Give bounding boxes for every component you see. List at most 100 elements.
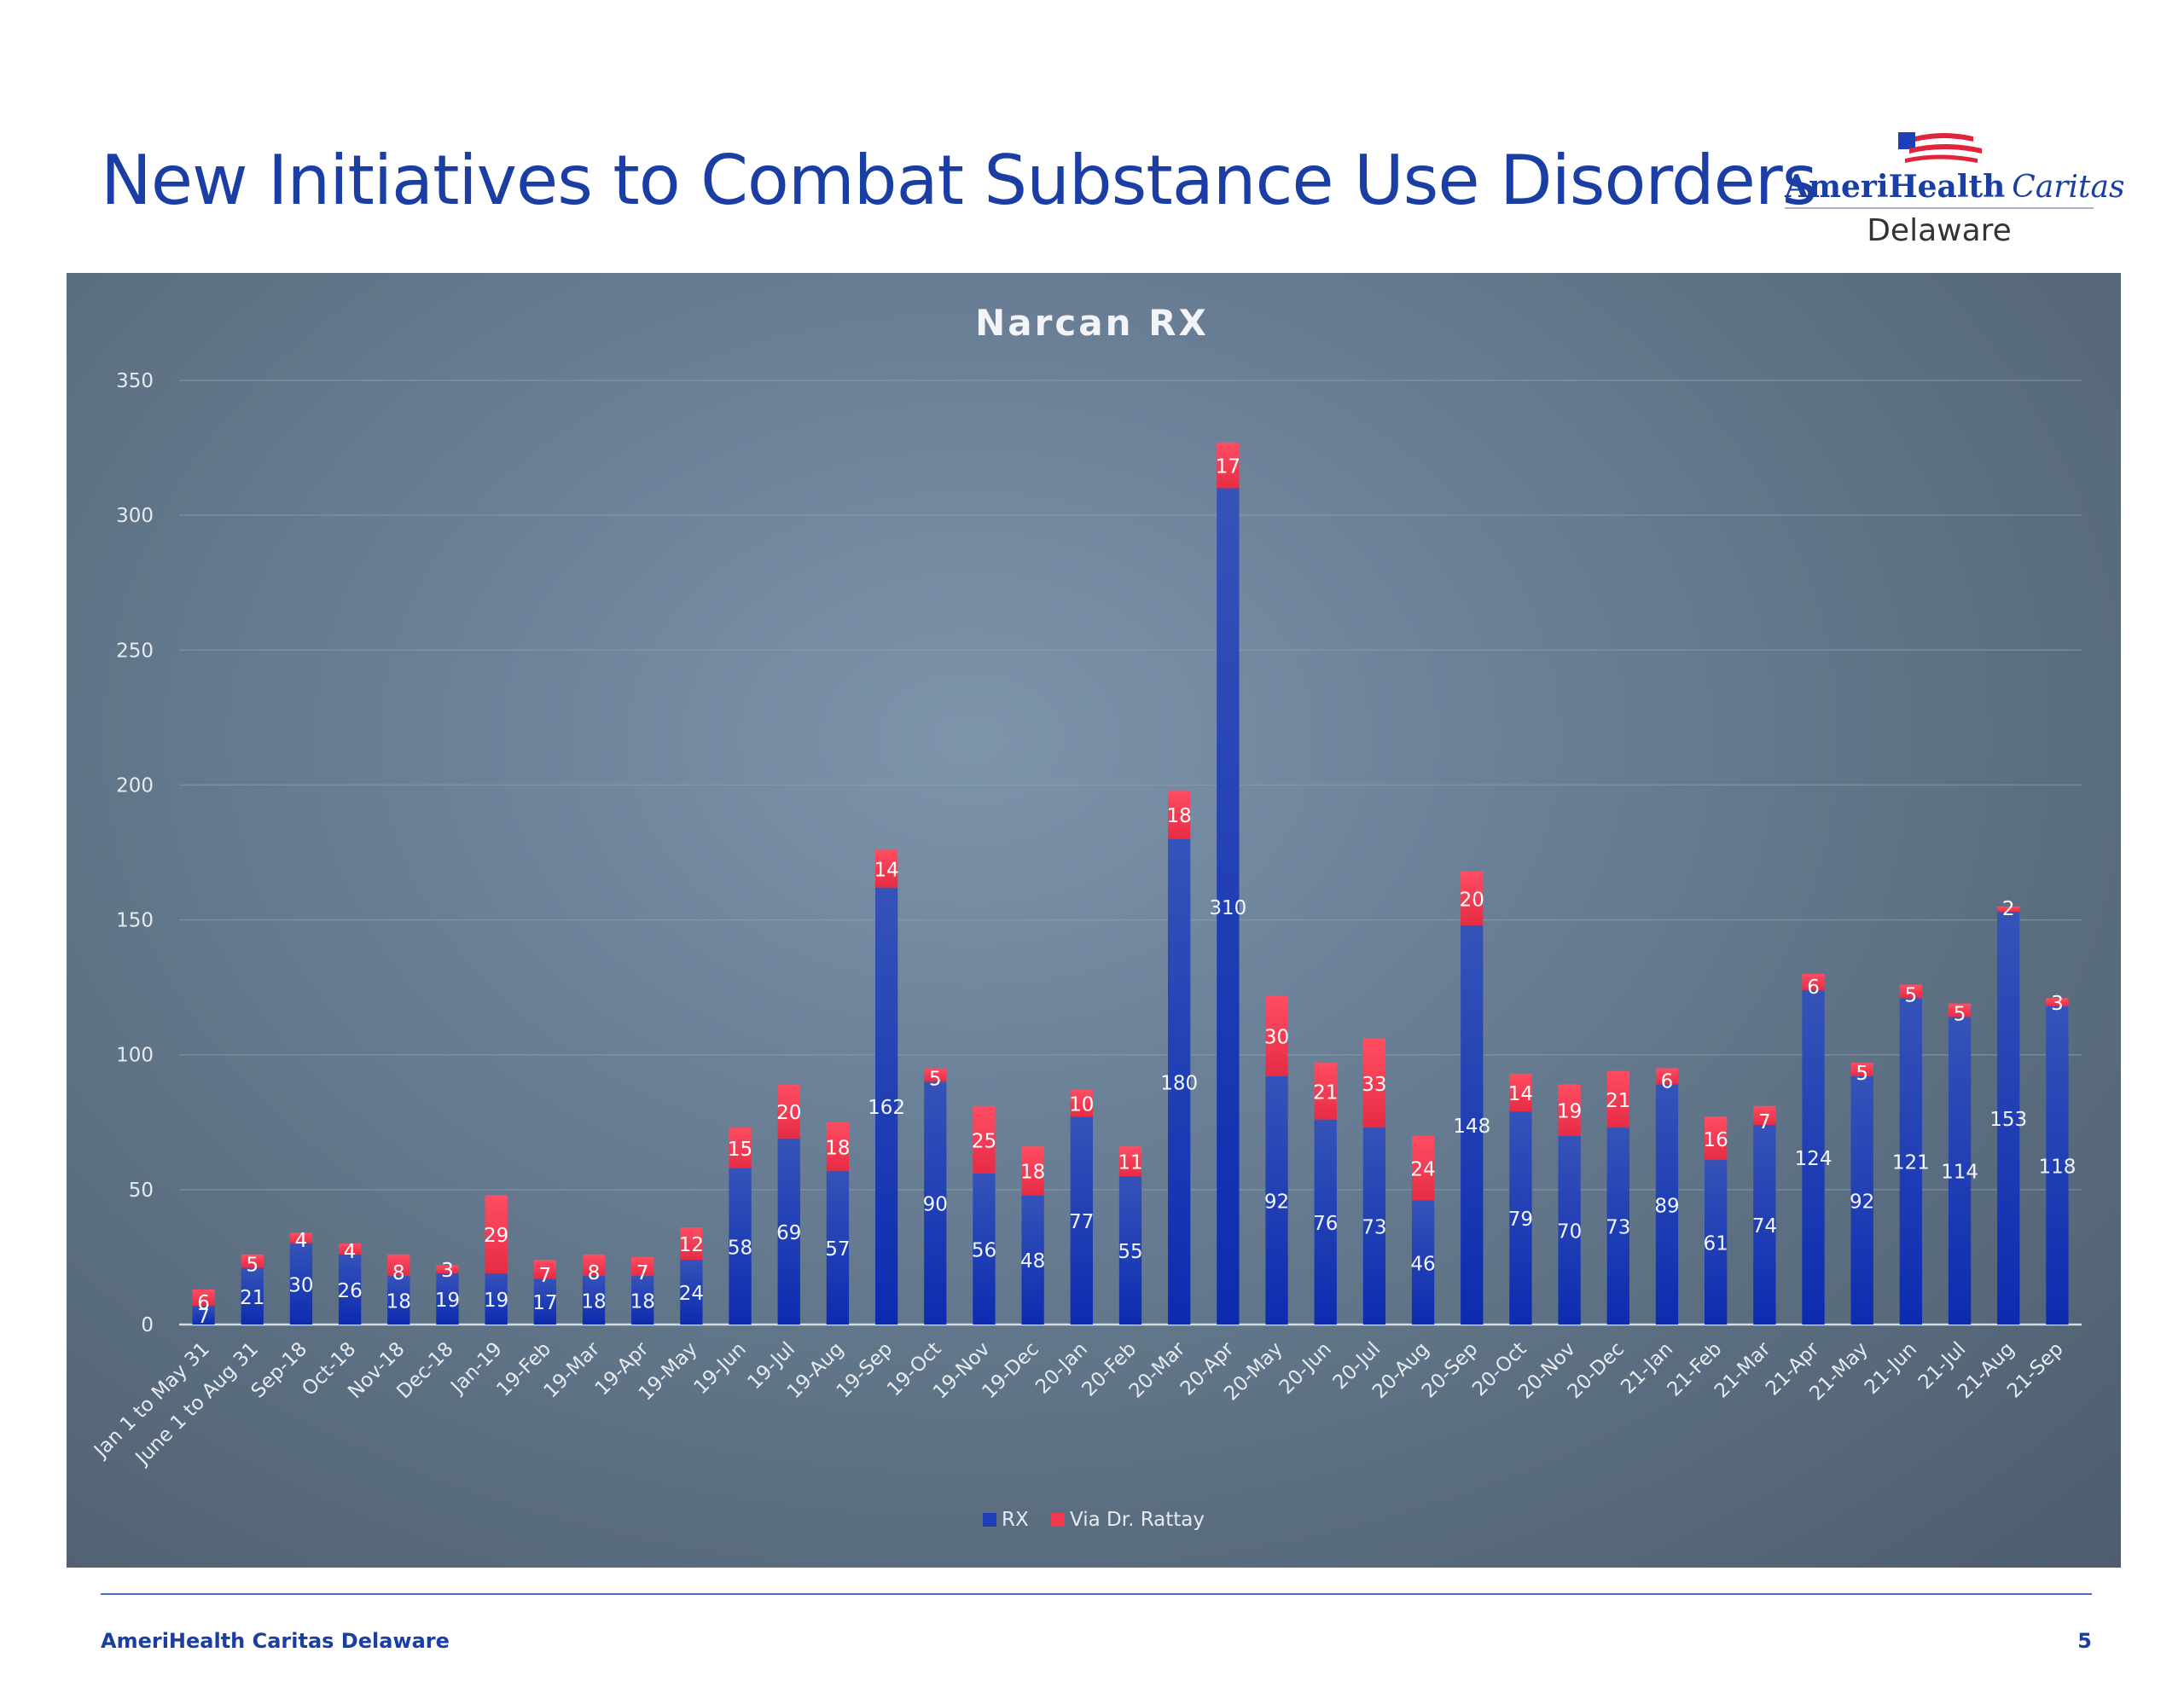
data-label-via-dr-rattay: 6 xyxy=(197,1292,210,1314)
data-label-via-dr-rattay: 16 xyxy=(1704,1129,1728,1151)
bar-rx xyxy=(1362,1128,1386,1325)
chart-legend: RX Via Dr. Rattay xyxy=(983,1509,1205,1531)
data-label-rx: 153 xyxy=(1989,1109,2027,1131)
data-label-via-dr-rattay: 5 xyxy=(1954,1003,1966,1025)
data-label-via-dr-rattay: 12 xyxy=(679,1234,704,1256)
bar-rx xyxy=(1314,1119,1337,1325)
logo-brand-bold: AmeriHealth xyxy=(1785,169,2006,205)
data-label-rx: 7 xyxy=(197,1306,210,1328)
bar-via-dr-rattay xyxy=(680,1227,703,1261)
bar-rx xyxy=(924,1081,947,1325)
bar-rx xyxy=(1217,488,1240,1325)
bar-rx xyxy=(338,1254,362,1325)
data-label-via-dr-rattay: 18 xyxy=(825,1137,850,1159)
x-tick-label: 19-Mar xyxy=(540,1337,605,1402)
data-label-rx: 58 xyxy=(728,1237,752,1259)
bar-via-dr-rattay xyxy=(1558,1084,1581,1136)
data-label-rx: 124 xyxy=(1795,1148,1833,1170)
bar-rx xyxy=(1509,1111,1532,1325)
data-label-rx: 76 xyxy=(1313,1213,1338,1235)
data-label-via-dr-rattay: 24 xyxy=(1410,1159,1435,1181)
bar-via-dr-rattay xyxy=(2046,998,2069,1006)
x-tick-label: 20-Mar xyxy=(1125,1337,1190,1402)
bar-rx xyxy=(1168,838,1191,1325)
data-label-via-dr-rattay: 14 xyxy=(874,859,898,881)
data-label-via-dr-rattay: 3 xyxy=(2051,993,2064,1015)
page-title: New Initiatives to Combat Substance Use … xyxy=(101,141,1817,220)
data-label-via-dr-rattay: 17 xyxy=(1216,456,1240,478)
bar-via-dr-rattay xyxy=(582,1254,606,1277)
data-label-rx: 92 xyxy=(1850,1191,1874,1214)
bar-via-dr-rattay xyxy=(1411,1135,1435,1201)
bar-rx xyxy=(436,1272,459,1325)
bar-via-dr-rattay xyxy=(1070,1089,1093,1117)
bar-rx xyxy=(1021,1195,1044,1325)
bar-rx xyxy=(973,1173,996,1325)
data-label-via-dr-rattay: 7 xyxy=(1758,1111,1771,1133)
bar-rx xyxy=(874,887,898,1325)
data-label-via-dr-rattay: 19 xyxy=(1557,1101,1582,1123)
data-label-via-dr-rattay: 7 xyxy=(636,1262,649,1284)
data-label-rx: 162 xyxy=(868,1097,905,1119)
data-label-rx: 46 xyxy=(1410,1253,1435,1275)
bar-rx xyxy=(1655,1084,1679,1325)
data-label-rx: 92 xyxy=(1264,1191,1289,1214)
bar-via-dr-rattay xyxy=(289,1232,313,1244)
bar-rx xyxy=(1850,1076,1873,1325)
data-label-rx: 19 xyxy=(484,1290,508,1312)
bar-via-dr-rattay xyxy=(192,1289,215,1306)
bar-rx xyxy=(1997,912,2020,1325)
bar-rx xyxy=(1802,989,1825,1325)
data-label-via-dr-rattay: 5 xyxy=(1856,1063,1868,1085)
data-label-via-dr-rattay: 11 xyxy=(1118,1152,1142,1174)
data-label-rx: 148 xyxy=(1453,1116,1490,1138)
data-label-via-dr-rattay: 10 xyxy=(1069,1094,1094,1116)
data-label-rx: 26 xyxy=(337,1280,362,1302)
data-label-via-dr-rattay: 5 xyxy=(929,1068,942,1090)
bar-via-dr-rattay xyxy=(1509,1073,1532,1112)
data-label-via-dr-rattay: 30 xyxy=(1264,1027,1289,1049)
chart-panel: Narcan RX 0 50 100 150 200 250 300 350 7 6 21 5 30 4… xyxy=(67,273,2121,1568)
bar-rx xyxy=(387,1276,410,1325)
y-tick-label: 250 xyxy=(116,640,154,662)
y-tick-label: 300 xyxy=(116,505,154,527)
data-label-via-dr-rattay: 7 xyxy=(539,1265,552,1287)
data-label-via-dr-rattay: 14 xyxy=(1508,1083,1533,1105)
bar-via-dr-rattay xyxy=(1314,1063,1337,1120)
y-tick-label: 0 xyxy=(141,1314,154,1336)
y-tick-label: 50 xyxy=(129,1180,154,1202)
data-label-via-dr-rattay: 2 xyxy=(2002,898,2015,920)
data-label-rx: 118 xyxy=(2038,1156,2076,1178)
data-label-rx: 73 xyxy=(1362,1217,1386,1239)
bar-rx xyxy=(1753,1124,1776,1325)
logo-region: Delaware xyxy=(1867,213,2012,248)
legend-label-rx: RX xyxy=(1002,1509,1029,1531)
bar-via-dr-rattay xyxy=(387,1254,410,1277)
bar-via-dr-rattay xyxy=(533,1260,556,1279)
data-label-rx: 180 xyxy=(1160,1072,1198,1094)
data-label-rx: 89 xyxy=(1654,1195,1679,1217)
data-label-rx: 24 xyxy=(679,1283,704,1305)
bar-rx xyxy=(2046,1006,2069,1325)
bar-rx xyxy=(241,1267,264,1325)
bar-via-dr-rattay xyxy=(631,1256,654,1277)
bar-rx xyxy=(1606,1128,1629,1325)
data-label-via-dr-rattay: 18 xyxy=(1167,805,1192,827)
bar-via-dr-rattay xyxy=(436,1265,459,1273)
data-label-via-dr-rattay: 5 xyxy=(246,1255,258,1277)
data-label-via-dr-rattay: 4 xyxy=(344,1241,357,1263)
data-label-rx: 17 xyxy=(532,1292,557,1314)
bar-via-dr-rattay xyxy=(1217,442,1240,489)
data-label-via-dr-rattay: 20 xyxy=(776,1102,801,1124)
bar-rx xyxy=(582,1276,606,1325)
bar-via-dr-rattay xyxy=(1461,871,1484,925)
bar-via-dr-rattay xyxy=(973,1105,996,1174)
x-tick-label: 21-Jun xyxy=(1861,1338,1921,1399)
bar-rx xyxy=(1070,1116,1093,1325)
data-label-via-dr-rattay: 5 xyxy=(1905,984,1918,1006)
data-label-rx: 18 xyxy=(630,1291,655,1313)
data-label-via-dr-rattay: 3 xyxy=(441,1260,454,1282)
data-label-rx: 30 xyxy=(288,1275,313,1297)
bar-via-dr-rattay xyxy=(1168,790,1191,839)
